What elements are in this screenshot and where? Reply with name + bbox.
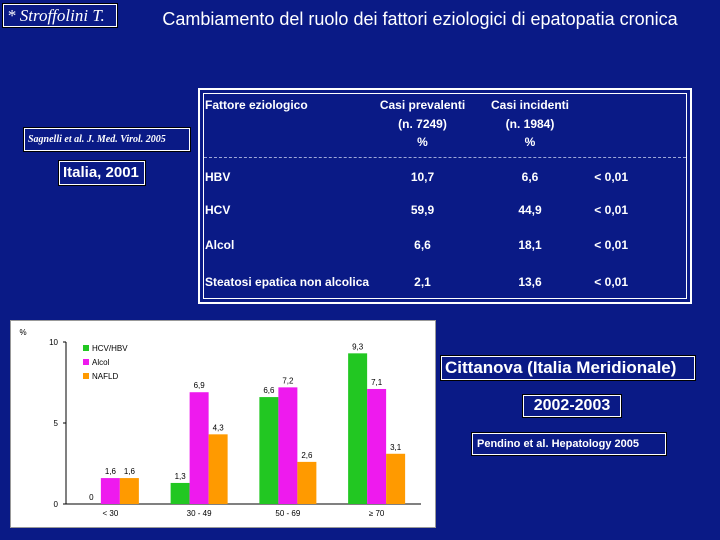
data-label: 7,1 bbox=[371, 378, 383, 387]
y-axis-label: % bbox=[19, 328, 26, 337]
row-hcv-p: < 0,01 bbox=[594, 203, 628, 217]
cittanova-label-text: Cittanova (Italia Meridionale) bbox=[442, 357, 694, 379]
sagnelli-citation-text: Sagnelli et al. J. Med. Virol. 2005 bbox=[25, 129, 189, 150]
row-hbv-factor: HBV bbox=[205, 170, 231, 184]
legend-swatch bbox=[83, 345, 89, 351]
years-label: 2002-2003 bbox=[522, 394, 622, 418]
bar-alcol bbox=[100, 478, 120, 504]
italia-label-text: Italia, 2001 bbox=[60, 162, 144, 184]
row-hbv-p: < 0,01 bbox=[594, 170, 628, 184]
data-label: 1,6 bbox=[105, 467, 117, 476]
header-prevalent-1: Casi prevalenti bbox=[379, 98, 466, 112]
row-alcol-incident: 18,1 bbox=[518, 238, 542, 252]
cittanova-label: Cittanova (Italia Meridionale) bbox=[440, 355, 696, 381]
data-label: 0 bbox=[89, 493, 94, 502]
data-label: 9,3 bbox=[352, 342, 364, 351]
italia-label: Italia, 2001 bbox=[58, 160, 146, 186]
data-label: 1,6 bbox=[124, 467, 136, 476]
legend-swatch bbox=[83, 373, 89, 379]
legend-label: HCV/HBV bbox=[92, 344, 128, 353]
slide-title: Cambiamento del ruolo dei fattori eziolo… bbox=[162, 9, 678, 29]
row-nafld-p: < 0,01 bbox=[594, 275, 628, 289]
years-label-text: 2002-2003 bbox=[524, 396, 620, 416]
author-logo-text: * Stroffolini T. bbox=[4, 5, 116, 26]
row-nafld-incident: 13,6 bbox=[518, 275, 542, 289]
header-prevalent-3: % bbox=[417, 135, 428, 149]
bar-alcol bbox=[367, 388, 387, 504]
bar-alcol bbox=[278, 387, 298, 504]
legend-swatch bbox=[83, 359, 89, 365]
data-label: 1,3 bbox=[175, 472, 187, 481]
bar-alcol bbox=[189, 392, 209, 504]
bar-hcv-hbv bbox=[259, 397, 279, 504]
header-incident-1: Casi incidenti bbox=[490, 98, 570, 112]
bar-chart-panel: % 0 5 10 0 1,6 1,6 < 30 1,3 6,9 4,3 30 - 49 6,6 7,2 2,… bbox=[10, 320, 436, 528]
data-label: 4,3 bbox=[213, 423, 225, 432]
data-label: 6,6 bbox=[263, 386, 275, 395]
data-label: 7,2 bbox=[282, 376, 294, 385]
pendino-citation-text: Pendino et al. Hepatology 2005 bbox=[473, 434, 665, 454]
x-tick-label: ≥ 70 bbox=[369, 509, 385, 518]
data-label: 3,1 bbox=[390, 443, 402, 452]
bar-nafld bbox=[297, 461, 317, 504]
data-label: 2,6 bbox=[301, 451, 313, 460]
header-incident-2: (n. 1984) bbox=[505, 117, 555, 131]
row-hbv-incident: 6,6 bbox=[521, 170, 539, 184]
bar-hcv-hbv bbox=[348, 353, 368, 504]
row-hcv-incident: 44,9 bbox=[518, 203, 542, 217]
bar-hcv-hbv bbox=[170, 482, 190, 504]
row-hcv-prevalent: 59,9 bbox=[410, 203, 435, 217]
row-hbv-prevalent: 10,7 bbox=[410, 170, 435, 184]
y-tick-label: 10 bbox=[49, 338, 58, 347]
row-alcol-p: < 0,01 bbox=[594, 238, 628, 252]
author-logo: * Stroffolini T. bbox=[2, 3, 118, 28]
sagnelli-citation: Sagnelli et al. J. Med. Virol. 2005 bbox=[23, 127, 191, 152]
bar-nafld bbox=[386, 453, 406, 504]
data-label: 6,9 bbox=[194, 381, 206, 390]
row-hcv-factor: HCV bbox=[205, 203, 231, 217]
bar-nafld bbox=[208, 434, 228, 504]
x-tick-label: 50 - 69 bbox=[275, 509, 300, 518]
header-prevalent-2: (n. 7249) bbox=[398, 117, 447, 131]
y-tick-label: 0 bbox=[54, 500, 59, 509]
row-alcol-prevalent: 6,6 bbox=[414, 238, 431, 252]
pendino-citation: Pendino et al. Hepatology 2005 bbox=[471, 432, 667, 456]
legend-label: NAFLD bbox=[92, 372, 118, 381]
table-frame bbox=[198, 88, 692, 304]
header-factor: Fattore eziologico bbox=[205, 98, 308, 112]
x-tick-label: 30 - 49 bbox=[187, 509, 212, 518]
header-incident-3: % bbox=[524, 135, 536, 149]
row-alcol-factor: Alcol bbox=[205, 238, 235, 252]
legend-label: Alcol bbox=[92, 358, 110, 367]
row-nafld-factor: Steatosi epatica non alcolica bbox=[205, 275, 370, 289]
bar-chart: % 0 5 10 0 1,6 1,6 < 30 1,3 6,9 4,3 30 - 49 6,6 7,2 2,… bbox=[19, 328, 421, 518]
y-tick-label: 5 bbox=[54, 419, 59, 428]
table-divider bbox=[204, 157, 686, 158]
row-nafld-prevalent: 2,1 bbox=[414, 275, 431, 289]
x-tick-label: < 30 bbox=[102, 509, 118, 518]
bar-nafld bbox=[119, 478, 139, 504]
